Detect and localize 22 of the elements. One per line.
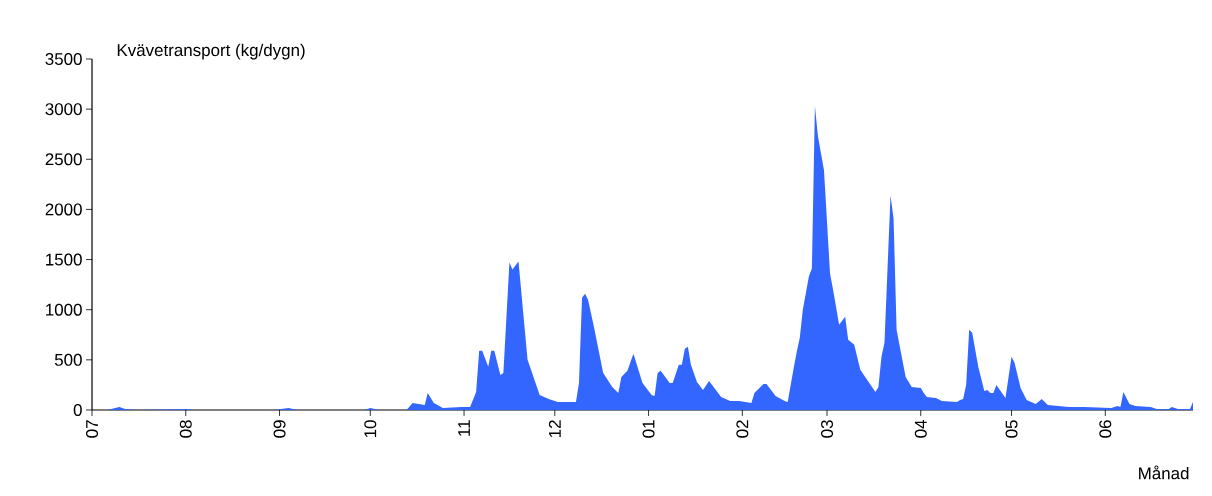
y-axis-title: Kvävetransport (kg/dygn) xyxy=(117,43,305,60)
y-tick-label: 500 xyxy=(54,353,82,366)
y-tick-label: 3000 xyxy=(45,103,82,116)
x-axis-title: Månad xyxy=(1139,465,1189,480)
x-tick-label: 07 xyxy=(86,420,99,438)
y-tick-label: 2000 xyxy=(45,203,82,216)
x-tick-label: 11 xyxy=(458,420,470,436)
x-tick-label: 01 xyxy=(642,420,655,438)
x-tick-label: 10 xyxy=(364,420,377,438)
x-tick-label: 06 xyxy=(1099,420,1112,438)
y-tick-label: 1000 xyxy=(46,303,82,316)
y-tick-label: 1500 xyxy=(46,253,82,266)
x-tick-label: 02 xyxy=(736,420,749,438)
x-tick-label: 03 xyxy=(821,420,834,438)
x-tick-label: 12 xyxy=(548,420,561,438)
x-tick-label: 04 xyxy=(914,420,927,438)
x-tick-label: 09 xyxy=(273,420,286,438)
y-tick-label: 2500 xyxy=(45,153,82,166)
y-tick-label: 3500 xyxy=(45,52,82,65)
x-tick-label: 08 xyxy=(179,420,192,438)
x-tick-label: 05 xyxy=(1005,420,1018,438)
y-tick-label: 0 xyxy=(73,403,82,416)
